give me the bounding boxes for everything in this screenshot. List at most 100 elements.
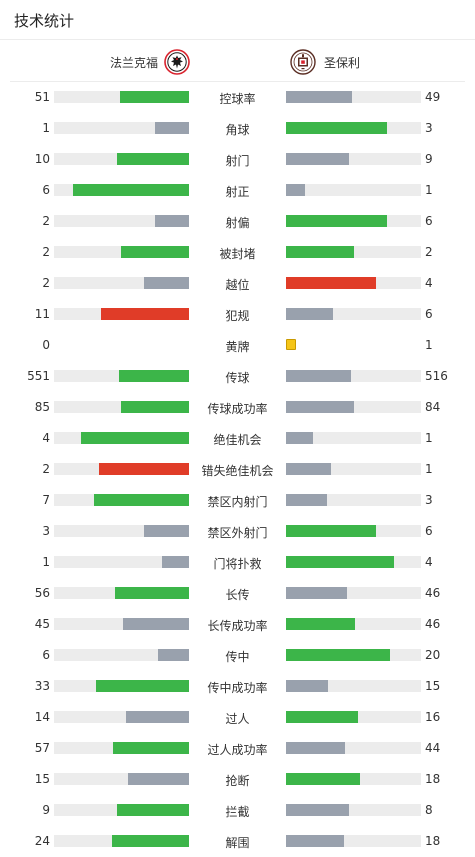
home-stat-bar (54, 122, 189, 134)
stat-label: 射偏 (225, 216, 250, 230)
stat-row: 24 解围 18 (0, 826, 475, 857)
home-stat-bar (54, 494, 189, 506)
stat-row: 10 射门 9 (0, 144, 475, 175)
home-stat-value: 24 (34, 834, 50, 848)
stat-label: 传球成功率 (207, 402, 268, 416)
away-stat-bar-fill (286, 835, 344, 847)
away-stat-bar-fill (286, 215, 387, 227)
away-stat-bar-fill (286, 587, 347, 599)
home-stat-value: 85 (34, 400, 50, 414)
title-bar: 技术统计 (0, 0, 475, 40)
stat-row: 2 错失绝佳机会 1 (0, 454, 475, 485)
stat-label: 解围 (225, 836, 250, 850)
away-stat-bar (286, 525, 421, 537)
stat-row: 9 拦截 8 (0, 795, 475, 826)
away-stat-bar (286, 122, 421, 134)
away-stat-bar (286, 649, 421, 661)
away-stat-bar-fill (286, 401, 354, 413)
away-stat-value: 18 (425, 834, 441, 848)
stat-label: 绝佳机会 (213, 433, 262, 447)
home-team-name: 法兰克福 (109, 55, 158, 70)
home-stat-bar-fill (155, 122, 189, 134)
stat-label: 过人成功率 (207, 743, 268, 757)
home-stat-value: 9 (42, 803, 50, 817)
away-stat-bar (286, 370, 421, 382)
away-stat-bar (286, 215, 421, 227)
stat-row: 0 黄牌 1 (0, 330, 475, 361)
home-stat-value: 551 (27, 369, 50, 383)
home-stat-value: 15 (34, 772, 50, 786)
home-stat-value: 2 (42, 462, 50, 476)
away-stat-value: 6 (425, 214, 433, 228)
away-stat-value: 49 (425, 90, 441, 104)
home-stat-bar-fill (115, 587, 189, 599)
stat-label: 越位 (225, 278, 250, 292)
home-stat-value: 1 (42, 555, 50, 569)
home-stat-bar (54, 246, 189, 258)
home-stat-bar (54, 401, 189, 413)
away-stat-value: 1 (425, 431, 433, 445)
away-stat-bar (286, 742, 421, 754)
away-stat-bar-fill (286, 556, 394, 568)
stat-label: 传球 (225, 371, 250, 385)
stat-row: 1 角球 3 (0, 113, 475, 144)
stat-label: 犯规 (225, 309, 250, 323)
away-stat-bar (286, 308, 421, 320)
stat-label: 错失绝佳机会 (201, 464, 274, 478)
home-stat-bar (54, 773, 189, 785)
away-stat-bar-fill (286, 494, 327, 506)
stat-row: 15 抢断 18 (0, 764, 475, 795)
home-stat-value: 7 (42, 493, 50, 507)
away-stat-bar-fill (286, 246, 354, 258)
home-stat-bar (54, 91, 189, 103)
away-stat-bar (286, 773, 421, 785)
home-stat-bar (54, 153, 189, 165)
stat-label: 过人 (225, 712, 250, 726)
stat-row: 6 传中 20 (0, 640, 475, 671)
home-stat-value: 57 (34, 741, 50, 755)
stat-row: 14 过人 16 (0, 702, 475, 733)
home-team[interactable]: 法兰克福 (110, 49, 190, 75)
away-stat-bar-fill (286, 122, 387, 134)
stat-label: 长传 (225, 588, 250, 602)
away-stat-value: 2 (425, 245, 433, 259)
away-stat-value: 20 (425, 648, 441, 662)
home-stat-bar (54, 804, 189, 816)
home-stat-value: 6 (42, 648, 50, 662)
home-stat-bar-fill (123, 618, 189, 630)
away-stat-bar-fill (286, 432, 313, 444)
stat-label: 抢断 (225, 774, 250, 788)
home-stat-bar (54, 618, 189, 630)
away-stat-bar-fill (286, 711, 358, 723)
away-stat-value: 3 (425, 493, 433, 507)
away-stat-value: 84 (425, 400, 441, 414)
home-stat-bar-fill (144, 277, 189, 289)
away-stat-value: 16 (425, 710, 441, 724)
away-stat-value: 44 (425, 741, 441, 755)
stat-row: 3 禁区外射门 6 (0, 516, 475, 547)
st-pauli-logo-icon (290, 49, 316, 75)
stat-row: 6 射正 1 (0, 175, 475, 206)
stat-label: 射门 (225, 154, 250, 168)
home-stat-bar (54, 277, 189, 289)
stat-label: 禁区内射门 (207, 495, 268, 509)
away-stat-bar-fill (286, 649, 390, 661)
home-stat-bar-fill (73, 184, 189, 196)
away-stat-bar-fill (286, 184, 305, 196)
away-stat-bar-fill (286, 308, 333, 320)
stat-label: 长传成功率 (207, 619, 268, 633)
away-stat-value: 6 (425, 307, 433, 321)
home-stat-bar (54, 432, 189, 444)
away-stat-value: 4 (425, 276, 433, 290)
home-stat-bar-fill (94, 494, 189, 506)
home-stat-bar (54, 215, 189, 227)
away-stat-bar (286, 246, 421, 258)
away-stat-bar (286, 618, 421, 630)
stat-row: 85 传球成功率 84 (0, 392, 475, 423)
eintracht-frankfurt-logo-icon (164, 49, 190, 75)
away-team[interactable]: 圣保利 (290, 49, 360, 75)
page-title: 技术统计 (14, 12, 75, 30)
away-stat-bar (286, 804, 421, 816)
home-stat-value: 14 (34, 710, 50, 724)
away-stat-value: 6 (425, 524, 433, 538)
